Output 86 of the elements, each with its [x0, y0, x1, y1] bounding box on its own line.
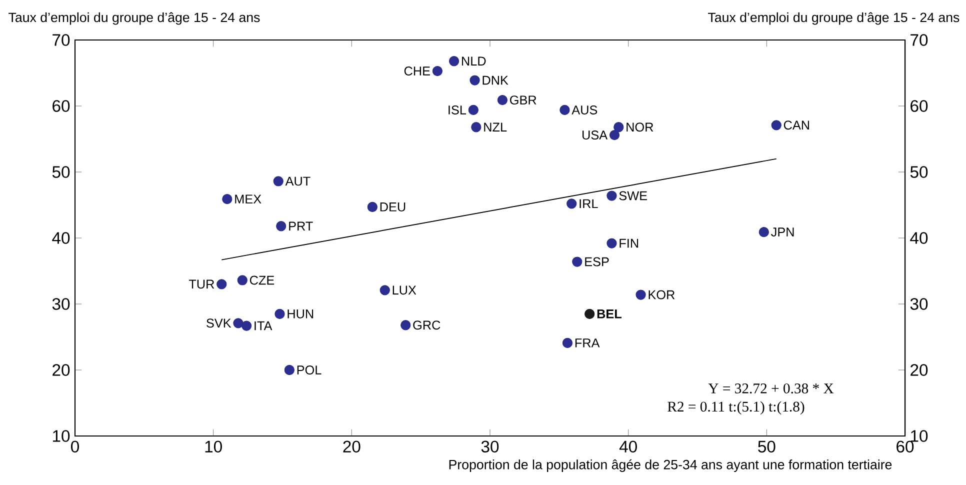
point [562, 338, 573, 348]
series-label: GBR [510, 96, 536, 105]
series-label: FRA [575, 338, 600, 348]
series-label: MEX [235, 194, 262, 204]
series-label: HUN [288, 309, 314, 318]
point [606, 190, 617, 201]
series-label: SWE [619, 191, 647, 200]
y2-tick-label: 60 [910, 100, 928, 112]
series-label: NZL [484, 122, 507, 132]
series-label: KOR [648, 290, 675, 300]
point [614, 122, 624, 132]
series-label: ISL [448, 105, 466, 114]
point [241, 320, 252, 331]
point [367, 202, 378, 212]
x-tick-label: 40 [619, 440, 637, 453]
point [222, 194, 232, 204]
point [584, 308, 595, 319]
series-label: BEL [597, 310, 622, 318]
point [400, 320, 411, 330]
series-label: AUT [285, 176, 310, 186]
point [216, 279, 227, 290]
x-tick-label: 20 [343, 440, 360, 453]
x-tick-label: 30 [481, 440, 499, 453]
series-label: CAN [784, 120, 809, 130]
point [771, 120, 782, 130]
point [276, 221, 286, 232]
y2-tick-label: 50 [910, 166, 928, 178]
point [572, 256, 582, 267]
series-label: PRT [289, 222, 313, 230]
y-tick-label: 60 [52, 100, 70, 112]
point [237, 275, 248, 286]
x-axis-title: Proportion de la population âgée de 25-34 ans ayant une formation tertiaire [449, 459, 892, 472]
series-label: TUR [188, 280, 214, 289]
x-tick-label: 50 [758, 440, 776, 453]
y2-tick-label: 70 [910, 34, 928, 46]
point [273, 176, 284, 186]
series-label: CZE [250, 276, 274, 285]
point [448, 56, 460, 66]
annotation: Y = 32.72 + 0.38 * X [708, 383, 834, 394]
series-label: JPN [771, 228, 794, 236]
y2-tick-label: 10 [911, 430, 928, 442]
point [497, 94, 508, 106]
point [758, 226, 769, 238]
series-label: POL [297, 366, 322, 374]
series-label: NLD [462, 56, 486, 66]
series-label: ESP [585, 257, 609, 266]
point [284, 364, 294, 376]
point [380, 285, 390, 296]
series-label: CHE [404, 66, 430, 76]
y-tick-label: 30 [52, 298, 70, 310]
y-tick-label: 40 [52, 232, 70, 244]
series-label: DNK [482, 76, 508, 85]
point [432, 66, 443, 76]
series-label: SVK [206, 318, 232, 328]
point [636, 290, 646, 300]
y-tick-label: 50 [52, 166, 70, 178]
y2-tick-label: 20 [910, 364, 928, 376]
series-label: AUS [572, 105, 598, 114]
series-label: ITA [254, 321, 272, 330]
x-tick-label: 10 [205, 440, 222, 453]
y-tick-label: 10 [53, 430, 70, 442]
y-axis-title: Taux d’emploi du groupe d’âge 15 - 24 ans [8, 12, 260, 25]
y2-axis-title: Taux d’emploi du groupe d’âge 15 - 24 ans [708, 12, 960, 25]
annotation: R2 = 0.11 t:(5.1) t:(1.8) [668, 401, 804, 415]
x-tick-label: 60 [896, 440, 914, 453]
point [233, 318, 244, 328]
series-label: GRC [413, 320, 440, 330]
point [560, 104, 570, 116]
point [609, 130, 620, 140]
point [274, 308, 285, 319]
point [566, 198, 577, 209]
y-tick-label: 20 [52, 364, 70, 376]
series-label: NOR [626, 122, 654, 132]
series-label: IRL [580, 199, 598, 208]
y2-tick-label: 40 [910, 232, 928, 244]
point [471, 122, 482, 132]
series-label: DEU [380, 202, 406, 212]
point [468, 104, 478, 116]
y2-tick-label: 30 [910, 298, 928, 310]
x-tick-label: 0 [71, 440, 79, 453]
series-label: FIN [620, 238, 638, 248]
y-tick-label: 70 [52, 34, 70, 46]
point [470, 75, 480, 86]
series-label: LUX [392, 286, 416, 295]
point [606, 238, 617, 248]
series-label: USA [582, 130, 608, 140]
